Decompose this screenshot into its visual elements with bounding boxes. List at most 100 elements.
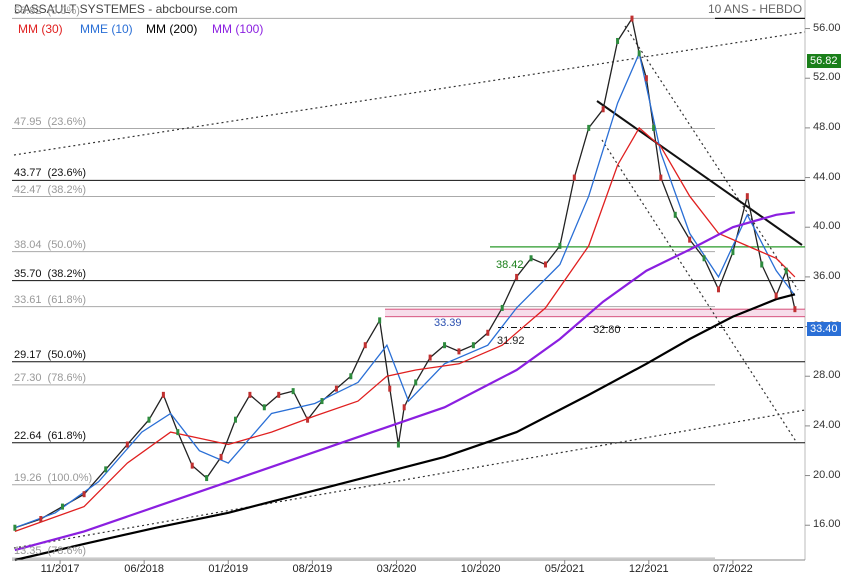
fib-price: 56.82	[14, 5, 42, 18]
x-tick-label: 08/2019	[292, 563, 333, 575]
legend-item-mm100: MM (100)	[212, 22, 264, 36]
y-tick-label: 20.00	[813, 468, 841, 481]
chart-title: DASSAULT SYSTEMES - abcbourse.com	[14, 2, 238, 16]
price-candle	[402, 404, 406, 411]
fib-label: 43.77 (23.6%)	[14, 167, 86, 179]
trend-line-lower-channel	[13, 409, 806, 549]
fib-percent: (100.0%)	[47, 471, 93, 484]
series-line-3	[14, 211, 796, 552]
price-candle	[414, 379, 418, 386]
price-candle	[428, 354, 432, 361]
price-candle	[457, 348, 461, 355]
y-tick-label: 16.00	[813, 518, 841, 531]
y-tick-label: 44.00	[813, 170, 841, 183]
y-tick-label: 28.00	[813, 369, 841, 382]
fib-label: 35.70 (38.2%)	[14, 268, 86, 280]
price-candle	[219, 453, 223, 460]
x-tick-label: 07/2022	[713, 563, 753, 575]
fib-label: 22.64 (61.8%)	[14, 430, 86, 442]
price-candle	[529, 255, 533, 262]
price-candle	[587, 124, 591, 131]
y-tick-label: 56.00	[813, 21, 841, 34]
price-candle	[233, 416, 237, 423]
price-candle	[637, 50, 641, 57]
price-candle	[659, 174, 663, 181]
price-candle	[262, 404, 266, 411]
y-tick-label: 52.00	[813, 71, 841, 84]
y-tick-label: 36.00	[813, 269, 841, 282]
fib-price: 27.30	[14, 371, 42, 384]
trend-line-resistance	[596, 100, 803, 246]
price-candle	[82, 491, 86, 498]
price-candle	[176, 429, 180, 436]
fib-label: 27.30 (78.6%)	[14, 372, 86, 384]
fib-price: 29.17	[14, 348, 42, 361]
fib-percent: (38.2%)	[47, 267, 87, 280]
price-candle	[716, 286, 720, 293]
price-candle	[396, 441, 400, 448]
fib-percent: (50.0%)	[47, 238, 87, 251]
fib-label: 13.35 (78.6%)	[14, 545, 86, 557]
x-tick-label: 10/2020	[460, 563, 501, 575]
price-candle	[39, 516, 43, 523]
trend-line-steep-lower	[601, 139, 798, 444]
fib-price: 35.70	[14, 267, 42, 280]
price-candle	[320, 398, 324, 405]
price-candle	[688, 236, 692, 243]
price-candle	[205, 475, 209, 482]
fib-percent: (78.6%)	[47, 545, 87, 558]
price-candle	[793, 306, 797, 313]
fib-label: 42.47 (38.2%)	[14, 184, 86, 196]
fib-percent: (23.6%)	[47, 167, 87, 180]
fib-percent: (50.0%)	[47, 348, 87, 361]
fib-price: 43.77	[14, 167, 42, 180]
series-line-4	[14, 293, 796, 562]
level-label-black: 32.80	[593, 324, 621, 336]
series-line-2	[14, 126, 796, 533]
price-candle	[500, 304, 504, 311]
legend-item-mm200: MM (200)	[146, 22, 198, 36]
price-box-last: 33.40	[807, 322, 841, 336]
x-tick-label: 01/2019	[208, 563, 249, 575]
price-candle	[125, 441, 129, 448]
price-candle	[378, 317, 382, 324]
price-candle	[572, 174, 576, 181]
x-tick-label: 06/2018	[124, 563, 165, 575]
fib-price: 33.61	[14, 293, 42, 306]
series-line-0	[14, 16, 796, 529]
price-candle	[774, 292, 778, 299]
price-candle	[630, 15, 634, 22]
price-candle	[161, 391, 165, 398]
price-candle	[60, 503, 64, 510]
price-candle	[652, 124, 656, 131]
fib-percent: (61.8%)	[47, 293, 87, 306]
level-label-green: 38.42	[496, 259, 524, 271]
legend-item-mm30: MM (30)	[18, 22, 63, 36]
price-candle	[543, 261, 547, 268]
fib-label: 33.61 (61.8%)	[14, 294, 86, 306]
fib-label: 19.26 (100.0%)	[14, 472, 92, 484]
price-candle	[601, 106, 605, 113]
y-tick-label: 24.00	[813, 418, 841, 431]
price-candle	[277, 391, 281, 398]
price-candle	[291, 388, 295, 395]
price-candle	[388, 385, 392, 392]
price-candle	[443, 342, 447, 349]
price-candle	[147, 416, 151, 423]
price-candle	[349, 373, 353, 380]
price-candle	[702, 255, 706, 262]
price-candle	[486, 329, 490, 336]
fib-label: 47.95 (23.6%)	[14, 116, 86, 128]
price-candle	[248, 391, 252, 398]
x-tick-label: 03/2020	[376, 563, 417, 575]
fib-label: 56.82 (0.0%)	[14, 5, 80, 17]
x-tick-label: 12/2021	[628, 563, 669, 575]
fib-percent: (78.6%)	[47, 371, 87, 384]
price-candle	[334, 385, 338, 392]
fib-price: 19.26	[14, 471, 42, 484]
x-tick-label: 05/2021	[544, 563, 585, 575]
legend-item-mme10: MME (10)	[80, 22, 133, 36]
price-candle	[760, 261, 764, 268]
x-tick-label: 11/2017	[40, 563, 80, 575]
